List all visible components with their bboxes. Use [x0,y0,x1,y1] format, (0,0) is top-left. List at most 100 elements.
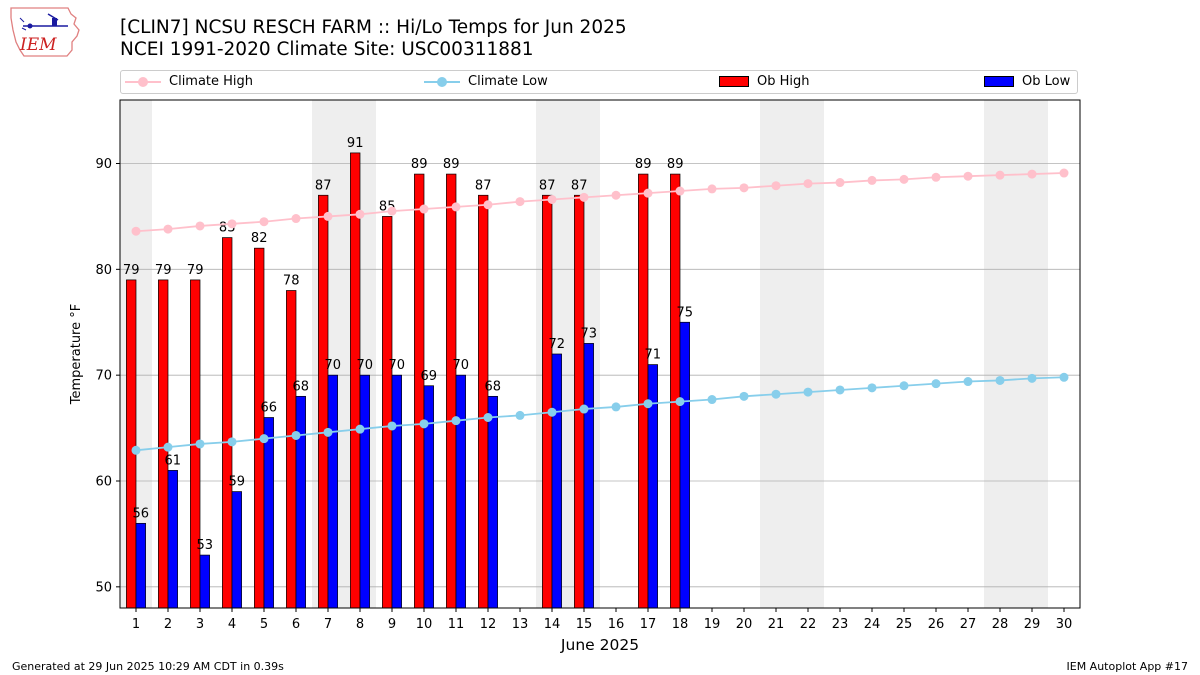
climate-low-point-day-26 [931,379,941,389]
y-axis-label: Temperature °F [69,304,84,405]
climate-low-point-day-3 [195,439,205,449]
climate-low-point-day-9 [387,421,397,431]
climate-high-point-day-11 [451,202,461,212]
x-tick-label-22: 22 [800,617,817,632]
climate-high-point-day-21 [771,181,781,191]
climate-low-point-day-28 [995,375,1005,385]
climate-high-point-day-12 [483,200,493,210]
climate-low-point-day-12 [483,413,493,422]
ob-high-bar-day-14 [542,194,553,609]
climate-low-point-day-15 [579,404,589,414]
climate-high-swatch [125,76,161,87]
ob-low-label-day-6: 68 [293,379,310,394]
ob-low-bar-day-9 [391,374,402,609]
climate-high-point-day-1 [131,226,141,236]
ob-low-label-day-14: 72 [549,337,566,352]
climate-low-point-day-11 [451,416,461,426]
x-tick-label-16: 16 [608,617,625,632]
climate-low-point-day-22 [803,387,813,397]
y-tick-label-70: 70 [95,369,112,384]
climate-low-point-day-8 [355,424,365,434]
x-tick-label-24: 24 [864,617,881,632]
climate-low-point-day-2 [163,442,173,452]
ob-high-bar-day-4 [222,237,233,609]
climate-high-point-day-24 [867,175,877,185]
climate-high-point-day-19 [707,184,717,194]
ob-high-bar-day-9 [382,216,393,609]
x-tick-label-29: 29 [1024,617,1041,632]
x-tick-label-27: 27 [960,617,977,632]
ob-low-label-day-9: 70 [389,358,406,373]
ob-high-label-day-1: 79 [123,263,140,278]
climate-high-point-day-13 [515,197,525,207]
climate-high-point-day-5 [259,217,269,227]
ob-high-label-day-10: 89 [411,157,428,172]
ob-high-bar-day-17 [638,173,649,609]
climate-low-point-day-14 [547,407,557,417]
climate-high-point-day-22 [803,179,813,189]
x-tick-label-8: 8 [356,617,364,632]
ob-high-label-day-5: 82 [251,231,268,246]
x-tick-label-12: 12 [480,617,497,632]
climate-high-point-day-26 [931,172,941,182]
ob-low-label-day-15: 73 [581,326,598,341]
climate-low-point-day-25 [899,381,909,391]
x-tick-label-14: 14 [544,617,561,632]
climate-high-point-day-16 [611,190,621,200]
climate-high-point-day-17 [643,188,653,198]
climate-high-point-day-8 [355,209,365,219]
ob-high-label-day-11: 89 [443,157,460,172]
legend-climate-low: Climate Low [424,74,548,89]
x-tick-label-4: 4 [228,617,236,632]
ob-high-bar-day-11 [446,173,457,609]
logo-text: IEM [19,35,57,55]
ob-high-bar-day-8 [350,152,361,609]
ob-low-label-day-18: 75 [677,305,694,320]
x-tick-label-11: 11 [448,617,465,632]
chart-title: [CLIN7] NCSU RESCH FARM :: Hi/Lo Temps f… [120,17,627,61]
x-tick-label-2: 2 [164,617,172,632]
climate-low-point-day-20 [739,391,749,401]
ob-low-label-day-8: 70 [357,358,374,373]
climate-high-point-day-10 [419,204,429,214]
ob-high-bar-day-10 [414,173,425,609]
x-tick-label-20: 20 [736,617,753,632]
ob-high-bar-day-18 [670,173,681,609]
ob-high-bar-day-1 [126,279,137,609]
title-line-1: [CLIN7] NCSU RESCH FARM :: Hi/Lo Temps f… [120,17,627,38]
ob-high-label-day-18: 89 [667,157,684,172]
climate-low-point-day-30 [1059,372,1069,382]
ob-high-label-day-12: 87 [475,178,492,193]
legend-climate-low-label: Climate Low [468,74,548,89]
ob-low-bar-day-15 [583,343,594,609]
ob-low-label-day-7: 70 [325,358,342,373]
ob-low-label-day-10: 69 [421,369,438,384]
y-tick-label-60: 60 [95,475,112,490]
climate-low-point-day-21 [771,389,781,399]
ob-low-bar-day-10 [423,385,434,609]
climate-high-point-day-29 [1027,169,1037,179]
x-axis-label: June 2025 [560,636,639,654]
climate-high-point-day-9 [387,206,397,216]
legend-climate-high-label: Climate High [169,74,254,89]
climate-high-point-day-20 [739,183,749,193]
climate-low-point-day-29 [1027,373,1037,383]
x-tick-label-18: 18 [672,617,689,632]
x-tick-label-7: 7 [324,617,332,632]
generated-note: Generated at 29 Jun 2025 10:29 AM CDT in… [12,660,284,673]
plot-frame [119,99,1081,609]
ob-low-bar-day-18 [679,321,690,609]
x-tick-label-26: 26 [928,617,945,632]
ob-low-label-day-5: 66 [261,401,278,416]
ob-low-label-day-17: 71 [645,348,662,363]
climate-low-swatch [424,76,460,87]
climate-high-point-day-3 [195,221,205,231]
x-tick-label-21: 21 [768,617,785,632]
ob-low-label-day-4: 59 [229,475,246,490]
climate-low-point-day-4 [227,437,237,447]
x-tick-label-17: 17 [640,617,657,632]
climate-low-line [135,376,1065,452]
ob-low-label-day-11: 70 [453,358,470,373]
x-tick-label-6: 6 [292,617,300,632]
ob-high-label-day-6: 78 [283,274,300,289]
